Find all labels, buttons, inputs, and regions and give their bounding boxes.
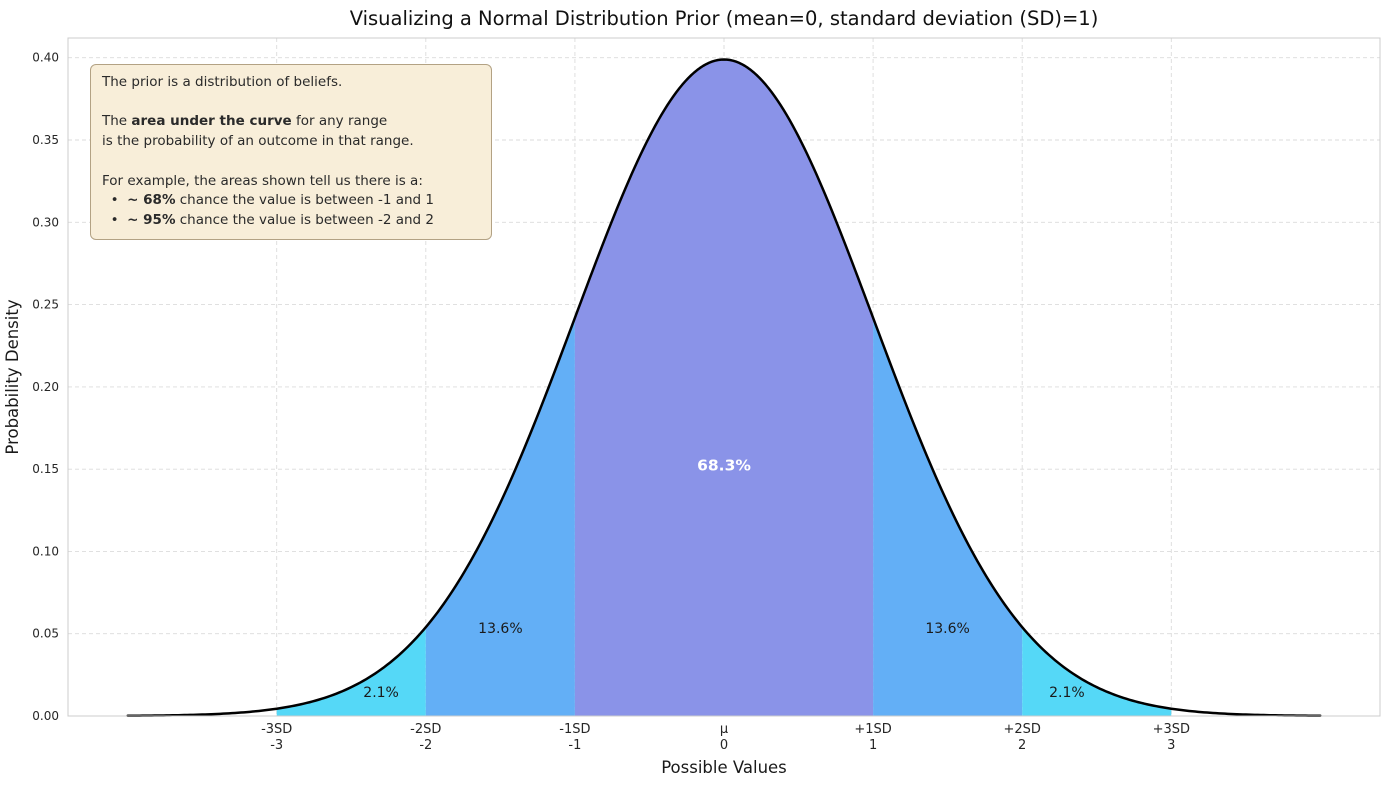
annotation-box: The prior is a distribution of beliefs. … [90,64,492,240]
region-label-minus3-to-minus2: 2.1% [363,685,399,701]
y-tick-label: 0.20 [32,380,59,394]
x-axis-label: Possible Values [661,758,787,777]
annotation-text: for any range [291,113,388,130]
x-tick-label-bottom: 1 [869,738,877,753]
y-tick-label: 0.05 [32,627,59,641]
x-tick-label-bottom: -2 [419,738,432,753]
y-tick-label: 0.00 [32,709,59,723]
annotation-text: The [102,113,132,130]
x-tick-label-top: -2SD [410,722,441,737]
annotation-line: • ~ 68% chance the value is between -1 a… [102,191,480,211]
x-tick-label-bottom: 3 [1167,738,1175,753]
density-curve [126,58,1322,718]
annotation-line: The area under the curve for any range [102,112,480,132]
annotation-text-bold: ~ 95% [127,211,176,228]
annotation-line [102,93,480,113]
x-tick-label-bottom: -3 [270,738,283,753]
x-tick-label-top: -3SD [261,722,292,737]
annotation-text: is the probability of an outcome in that… [102,133,414,150]
x-tick-label-top: μ [720,722,728,737]
region-label-minus1-to-plus1: 68.3% [697,456,751,474]
region-label-minus2-to-minus1: 13.6% [478,621,522,637]
y-tick-label: 0.25 [32,298,59,312]
region-minus1-to-plus1 [574,59,874,717]
annotation-text: chance the value is between -1 and 1 [175,192,434,209]
chart-title: Visualizing a Normal Distribution Prior … [349,7,1099,30]
region-label-plus1-to-plus2: 13.6% [925,621,969,637]
x-tick-label-top: +1SD [854,722,891,737]
annotation-text: The prior is a distribution of beliefs. [102,74,343,90]
x-tick-label-top: +2SD [1003,722,1040,737]
y-tick-label: 0.10 [32,544,59,558]
annotation-text-bold: area under the curve [131,113,292,130]
annotation-line: For example, the areas shown tell us the… [102,172,480,192]
y-tick-label: 0.15 [32,462,59,476]
y-tick-label: 0.30 [32,215,59,229]
y-axis-label: Probability Density [3,299,22,454]
annotation-text-bold: ~ 68% [127,192,176,209]
region-minus3-to-minus2 [276,627,426,716]
x-tick-label-bottom: 2 [1018,738,1026,753]
x-tick-label-bottom: -1 [568,738,581,753]
y-tick-label: 0.35 [32,133,59,147]
annotation-line [102,152,480,172]
annotation-text: • [102,211,128,228]
y-tick-label: 0.40 [32,51,59,65]
plot-border [67,37,1381,717]
annotation-text: chance the value is between -2 and 2 [175,211,434,228]
x-tick-label-bottom: 0 [720,738,728,753]
annotation-line: is the probability of an outcome in that… [102,132,480,152]
annotation-text: • [102,192,128,209]
annotation-line: The prior is a distribution of beliefs. [102,73,480,93]
annotation-line: • ~ 95% chance the value is between -2 a… [102,211,480,231]
region-plus2-to-plus3 [1022,627,1172,716]
x-tick-label-top: +3SD [1153,722,1190,737]
annotation-text: For example, the areas shown tell us the… [102,172,423,189]
x-tick-label-top: -1SD [559,722,590,737]
region-label-plus2-to-plus3: 2.1% [1049,685,1085,701]
